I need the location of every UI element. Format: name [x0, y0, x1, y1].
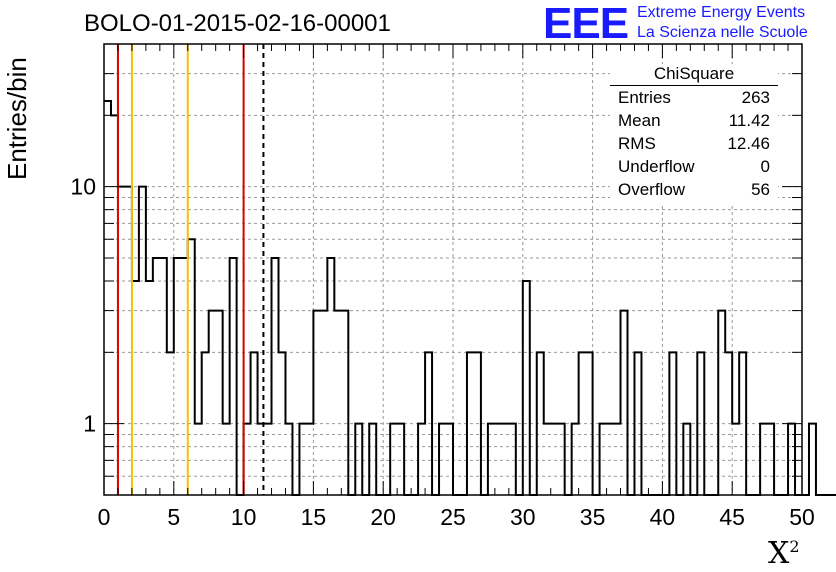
- logo-line-1: Extreme Energy Events: [637, 4, 806, 21]
- stats-row-overflow: Overflow 56: [610, 180, 778, 203]
- stats-value: 56: [751, 180, 770, 199]
- y-tick-label: 1: [83, 411, 96, 437]
- x-tick-label: 15: [301, 504, 327, 530]
- stats-value: 11.42: [728, 111, 770, 130]
- x-tick-label: 30: [510, 504, 536, 530]
- x-tick-label: 50: [789, 504, 815, 530]
- x-axis-label: X2: [768, 536, 800, 571]
- stats-row-rms: RMS 12.46: [610, 134, 778, 157]
- x-tick-label: 10: [231, 504, 257, 530]
- y-axis-label: Entries/bin: [2, 57, 32, 180]
- stats-label: Underflow: [618, 157, 695, 176]
- x-tick-label: 5: [167, 504, 180, 530]
- stats-value: 263: [741, 88, 770, 107]
- stats-label: RMS: [618, 134, 656, 153]
- stats-box: ChiSquare Entries 263 Mean 11.42 RMS 12.46 …: [610, 64, 778, 203]
- stats-name: ChiSquare: [610, 64, 778, 86]
- x-tick-label: 20: [370, 504, 396, 530]
- chart-title: BOLO-01-2015-02-16-00001: [84, 10, 391, 37]
- stats-label: Entries: [618, 88, 671, 107]
- stats-label: Mean: [618, 111, 661, 130]
- x-tick-label: 25: [440, 504, 466, 530]
- x-tick-label: 0: [98, 504, 111, 530]
- x-tick-label: 45: [719, 504, 745, 530]
- eee-logo: EEE: [543, 0, 629, 48]
- stats-row-mean: Mean 11.42: [610, 111, 778, 134]
- x-tick-label: 40: [650, 504, 676, 530]
- stats-value: 0: [760, 157, 770, 176]
- stats-row-underflow: Underflow 0: [610, 157, 778, 180]
- stats-row-entries: Entries 263: [610, 88, 778, 111]
- y-tick-label: 10: [70, 174, 96, 200]
- logo-line-2: La Scienza nelle Scuole: [637, 24, 808, 41]
- stats-value: 12.46: [727, 134, 770, 153]
- x-tick-label: 35: [580, 504, 606, 530]
- stats-label: Overflow: [618, 180, 686, 199]
